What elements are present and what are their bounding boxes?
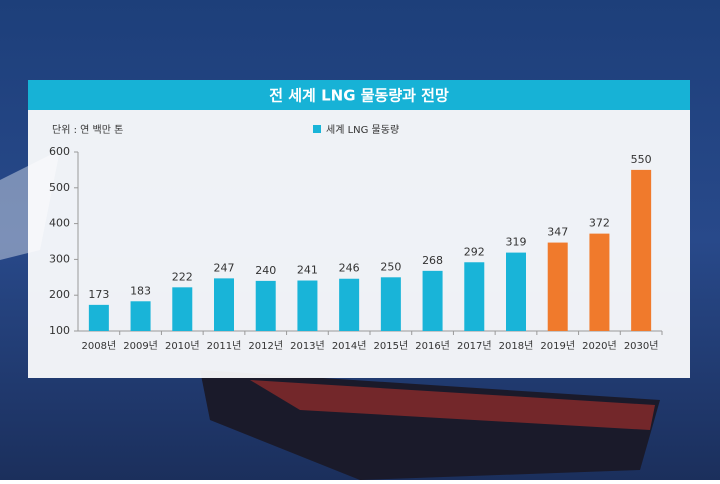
x-tick-label: 2016년 bbox=[415, 340, 450, 352]
value-label: 246 bbox=[339, 262, 360, 275]
title-bar bbox=[28, 80, 690, 110]
x-tick-label: 2015년 bbox=[374, 340, 409, 352]
value-label: 319 bbox=[506, 236, 527, 249]
bar bbox=[172, 287, 193, 331]
bar bbox=[506, 252, 526, 331]
x-tick-label: 2011년 bbox=[207, 340, 242, 352]
value-label: 347 bbox=[547, 226, 568, 239]
bar bbox=[88, 304, 109, 331]
value-label: 241 bbox=[297, 264, 318, 277]
bar bbox=[464, 262, 485, 331]
bar bbox=[339, 278, 360, 331]
bar bbox=[297, 280, 318, 331]
chart-title: 전 세계 LNG 물동량과 전망 bbox=[269, 87, 449, 105]
bar bbox=[380, 277, 401, 331]
bar bbox=[255, 280, 276, 331]
bar bbox=[631, 169, 652, 331]
value-label: 222 bbox=[172, 270, 193, 283]
bar bbox=[214, 278, 234, 331]
y-tick-label: 500 bbox=[49, 181, 70, 194]
value-label: 240 bbox=[255, 264, 276, 277]
value-label: 268 bbox=[422, 254, 443, 267]
unit-label: 단위 : 연 백만 톤 bbox=[52, 123, 123, 136]
value-label: 292 bbox=[464, 245, 485, 258]
ship-stripe bbox=[250, 380, 655, 430]
x-tick-label: 2020년 bbox=[582, 340, 617, 352]
x-tick-label: 2012년 bbox=[248, 340, 283, 352]
x-tick-label: 2008년 bbox=[82, 340, 117, 352]
x-tick-label: 2013년 bbox=[290, 340, 325, 352]
x-tick-label: 2017년 bbox=[457, 340, 492, 352]
value-label: 250 bbox=[380, 260, 401, 273]
y-tick-label: 200 bbox=[49, 288, 70, 301]
value-label: 247 bbox=[214, 261, 235, 274]
y-tick-label: 600 bbox=[49, 145, 70, 158]
bar bbox=[422, 270, 443, 331]
value-label: 173 bbox=[88, 288, 109, 301]
y-tick-label: 300 bbox=[49, 252, 70, 265]
x-tick-label: 2014년 bbox=[332, 340, 367, 352]
value-label: 183 bbox=[130, 284, 151, 297]
x-tick-label: 2030년 bbox=[624, 340, 659, 352]
value-label: 550 bbox=[631, 153, 652, 166]
bar bbox=[130, 301, 151, 331]
value-label: 372 bbox=[589, 217, 610, 230]
bar bbox=[589, 233, 610, 331]
x-tick-label: 2009년 bbox=[123, 340, 158, 352]
y-tick-label: 100 bbox=[49, 324, 70, 337]
bar bbox=[547, 242, 568, 331]
y-tick-label: 400 bbox=[49, 217, 70, 230]
x-tick-label: 2019년 bbox=[540, 340, 575, 352]
legend-swatch bbox=[313, 125, 321, 133]
x-tick-label: 2010년 bbox=[165, 340, 200, 352]
x-tick-label: 2018년 bbox=[499, 340, 534, 352]
legend-label: 세계 LNG 물동량 bbox=[326, 124, 399, 136]
